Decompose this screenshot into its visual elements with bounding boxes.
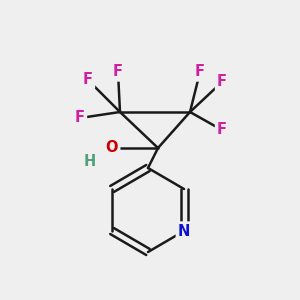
Text: F: F (195, 64, 205, 80)
Text: F: F (217, 74, 227, 89)
Text: H: H (84, 154, 96, 169)
Text: F: F (217, 122, 227, 137)
Text: F: F (83, 73, 93, 88)
Text: O: O (106, 140, 118, 155)
Text: N: N (178, 224, 190, 238)
Text: F: F (75, 110, 85, 125)
Text: F: F (113, 64, 123, 80)
